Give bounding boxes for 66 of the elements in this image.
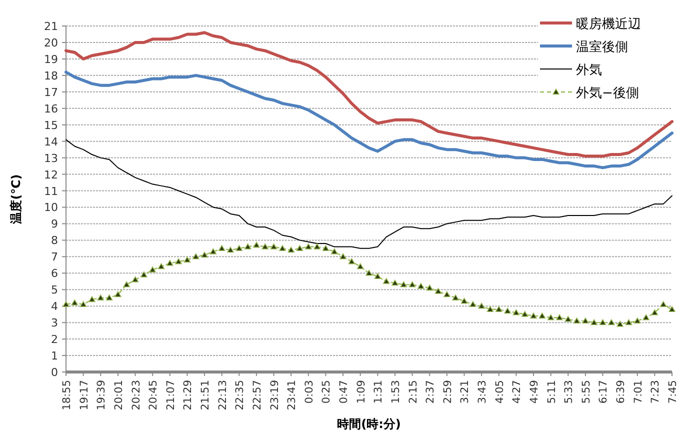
x-tick-label: 2:15 bbox=[407, 380, 420, 404]
x-tick-label: 0:47 bbox=[338, 380, 350, 404]
x-tick-label: 23:41 bbox=[286, 380, 298, 410]
x-tick-label: 0:25 bbox=[320, 380, 333, 404]
y-tick-label: 12 bbox=[44, 168, 58, 182]
x-tick-label: 7:45 bbox=[667, 380, 679, 404]
y-tick-label: 21 bbox=[44, 20, 58, 33]
y-axis-title: 温度(℃) bbox=[9, 174, 23, 225]
x-tick-label: 7:01 bbox=[632, 380, 644, 404]
legend-label: 温室後側 bbox=[576, 39, 628, 55]
y-tick-label: 14 bbox=[44, 135, 58, 148]
x-tick-label: 21:07 bbox=[164, 380, 177, 410]
y-tick-label: 5 bbox=[51, 284, 58, 297]
x-tick-label: 19:17 bbox=[78, 380, 90, 410]
x-tick-label: 18:55 bbox=[61, 380, 73, 410]
y-tick-label: 13 bbox=[44, 152, 58, 165]
x-tick-label: 6:39 bbox=[615, 380, 628, 404]
x-tick-label: 20:01 bbox=[112, 380, 125, 410]
y-tick-label: 17 bbox=[44, 86, 58, 99]
y-tick-label: 3 bbox=[51, 316, 58, 330]
y-tick-label: 10 bbox=[44, 201, 58, 214]
x-tick-label: 19:39 bbox=[96, 380, 108, 410]
y-tick-label: 15 bbox=[44, 118, 58, 132]
x-tick-label: 22:35 bbox=[234, 380, 246, 410]
x-tick-label: 7:23 bbox=[650, 380, 662, 404]
y-tick-label: 18 bbox=[44, 69, 58, 82]
x-axis-title: 時間(時:分) bbox=[337, 417, 401, 431]
legend-label: 外気 bbox=[576, 63, 602, 78]
x-tick-label: 0:03 bbox=[303, 380, 316, 404]
x-tick-label: 21:29 bbox=[182, 380, 194, 410]
y-tick-label: 7 bbox=[51, 250, 58, 264]
y-tick-label: 1 bbox=[51, 350, 58, 363]
x-tick-label: 20:45 bbox=[148, 380, 160, 410]
x-tick-label: 6:17 bbox=[598, 380, 610, 404]
x-tick-label: 5:11 bbox=[546, 380, 558, 404]
x-tick-label: 5:55 bbox=[580, 380, 592, 404]
x-tick-label: 22:57 bbox=[251, 380, 264, 410]
y-tick-label: 19 bbox=[44, 52, 58, 66]
x-tick-label: 5:33 bbox=[563, 380, 576, 404]
y-tick-label: 16 bbox=[44, 102, 58, 116]
x-tick-label: 4:27 bbox=[511, 380, 524, 404]
legend-label: 外気−後側 bbox=[576, 86, 639, 101]
y-tick-label: 8 bbox=[51, 234, 58, 248]
y-tick-label: 0 bbox=[51, 366, 58, 379]
x-tick-label: 4:49 bbox=[528, 380, 540, 404]
y-tick-label: 6 bbox=[51, 267, 58, 280]
y-tick-label: 11 bbox=[44, 184, 58, 198]
x-tick-label: 3:43 bbox=[476, 380, 489, 404]
legend-label: 暖房機近辺 bbox=[576, 16, 641, 32]
x-tick-label: 21:51 bbox=[200, 380, 212, 410]
y-tick-label: 9 bbox=[51, 218, 58, 231]
y-tick-label: 20 bbox=[44, 36, 58, 50]
x-tick-label: 1:09 bbox=[355, 380, 368, 404]
x-tick-label: 1:53 bbox=[390, 380, 402, 404]
line-series bbox=[66, 139, 672, 249]
x-tick-label: 2:37 bbox=[424, 380, 437, 404]
x-tick-label: 4:05 bbox=[494, 380, 506, 404]
y-tick-label: 4 bbox=[51, 300, 58, 314]
x-tick-label: 3:21 bbox=[459, 380, 472, 404]
y-tick-label: 2 bbox=[51, 333, 58, 346]
x-tick-label: 20:23 bbox=[130, 380, 142, 410]
line-series bbox=[64, 31, 674, 158]
x-tick-label: 2:59 bbox=[442, 380, 454, 404]
x-tick-label: 23:19 bbox=[268, 380, 281, 410]
x-tick-label: 1:31 bbox=[372, 380, 385, 404]
x-tick-label: 22:13 bbox=[216, 380, 229, 410]
